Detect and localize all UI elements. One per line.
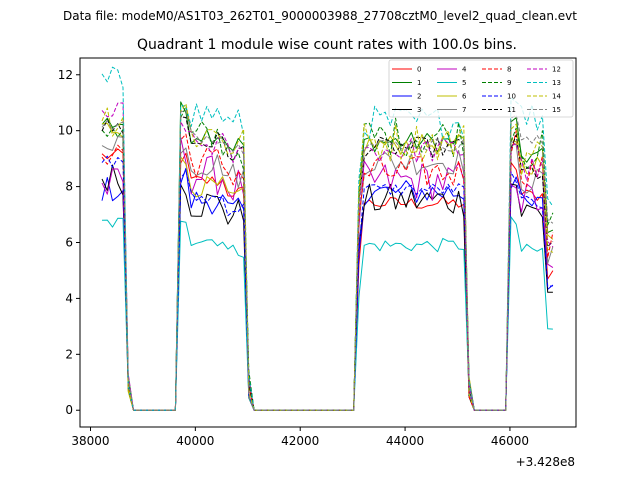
legend-label-10: 10 <box>507 93 516 101</box>
legend-label-6: 6 <box>462 93 467 101</box>
y-axis: 0 2 4 6 8 10 12 <box>58 68 80 417</box>
x-tick-label: 40000 <box>176 434 214 448</box>
plot-lines <box>101 66 554 411</box>
legend-label-4: 4 <box>462 66 467 74</box>
x-tick-label: 38000 <box>71 434 109 448</box>
y-tick-label: 4 <box>65 291 73 305</box>
y-tick-label: 2 <box>65 347 73 361</box>
legend-box <box>388 59 574 118</box>
legend-label-7: 7 <box>462 106 466 114</box>
legend-label-14: 14 <box>552 93 561 101</box>
legend-label-0: 0 <box>417 66 421 74</box>
legend-label-8: 8 <box>507 66 511 74</box>
y-tick-label: 10 <box>58 124 73 138</box>
legend-label-12: 12 <box>552 66 561 74</box>
legend-label-13: 13 <box>552 79 561 87</box>
legend-label-2: 2 <box>417 93 421 101</box>
legend-label-11: 11 <box>507 106 516 114</box>
x-tick-label: 46000 <box>491 434 529 448</box>
legend-label-9: 9 <box>507 79 511 87</box>
legend-label-15: 15 <box>552 106 561 114</box>
y-tick-label: 0 <box>65 403 73 417</box>
y-tick-label: 8 <box>65 180 73 194</box>
y-tick-label: 12 <box>58 68 73 82</box>
x-tick-label: 42000 <box>281 434 319 448</box>
legend-label-3: 3 <box>417 106 421 114</box>
x-tick-label: 44000 <box>386 434 424 448</box>
y-tick-label: 6 <box>65 236 73 250</box>
x-axis: 38000 40000 42000 44000 46000 <box>71 427 529 448</box>
chart-title: Quadrant 1 module wise count rates with … <box>137 37 517 53</box>
figure-suptitle: Data file: modeM0/AS1T03_262T01_90000039… <box>63 9 577 23</box>
x-offset-label: +3.428e8 <box>516 455 575 469</box>
legend-label-1: 1 <box>417 79 421 87</box>
series-line-15 <box>101 110 554 411</box>
legend-label-5: 5 <box>462 79 466 87</box>
